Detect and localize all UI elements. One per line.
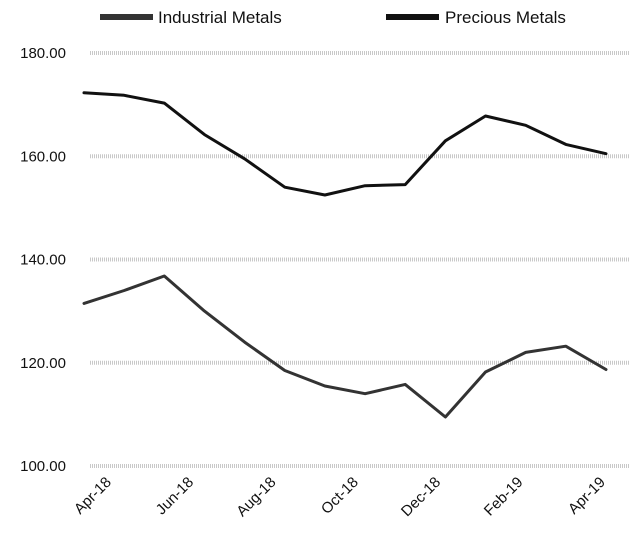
x-tick-label: Jun-18	[153, 474, 197, 518]
legend-label-industrial-metals: Industrial Metals	[158, 8, 282, 27]
legend: Industrial Metals Precious Metals	[100, 8, 566, 27]
series-line-precious-metals	[82, 91, 608, 197]
x-tick-label: Dec-18	[398, 474, 444, 520]
y-tick-label: 100.00	[20, 458, 66, 475]
y-tick-label: 120.00	[20, 355, 66, 372]
y-tick-label: 180.00	[20, 45, 66, 62]
x-tick-label: Apr-19	[565, 474, 609, 518]
y-axis-tick-labels: 180.00 160.00 140.00 120.00 100.00	[20, 45, 66, 475]
series-lines	[82, 91, 608, 419]
gridlines	[90, 51, 630, 468]
x-tick-label: Feb-19	[481, 474, 527, 520]
y-tick-label: 140.00	[20, 252, 66, 269]
x-tick-label: Aug-18	[233, 474, 279, 520]
x-tick-label: Apr-18	[71, 474, 115, 518]
legend-label-precious-metals: Precious Metals	[445, 8, 566, 27]
y-tick-label: 160.00	[20, 148, 66, 165]
x-axis-tick-labels: Apr-18 Jun-18 Aug-18 Oct-18 Dec-18 Feb-19 Apr-…	[71, 474, 609, 520]
series-line-industrial-metals	[82, 274, 608, 419]
x-tick-label: Oct-18	[318, 474, 362, 518]
